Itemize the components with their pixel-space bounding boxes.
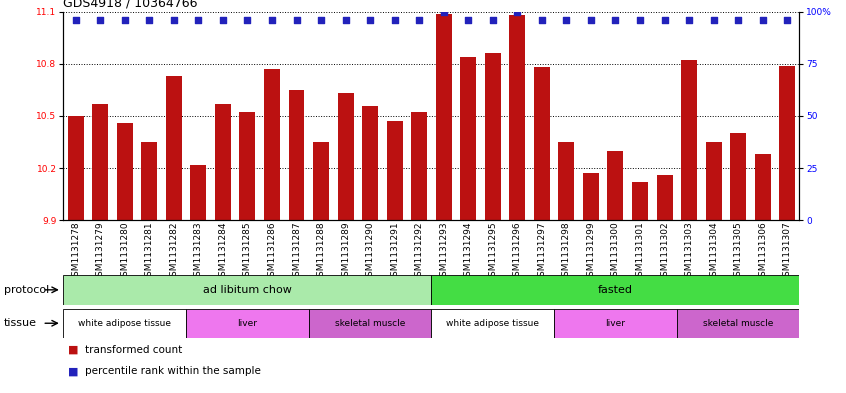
Bar <box>63 309 186 338</box>
Point <box>387 17 401 23</box>
Point <box>657 17 671 23</box>
Bar <box>387 121 403 220</box>
Text: transformed count: transformed count <box>85 345 182 355</box>
Bar <box>632 182 648 220</box>
Bar <box>411 112 427 220</box>
Bar <box>186 309 309 338</box>
Bar <box>63 275 431 305</box>
Bar <box>215 104 231 220</box>
Point <box>559 17 573 23</box>
Text: ■: ■ <box>68 345 78 355</box>
Point <box>706 17 720 23</box>
Point <box>780 17 794 23</box>
Point <box>216 17 229 23</box>
Bar <box>558 142 574 220</box>
Text: liver: liver <box>238 319 257 328</box>
Bar <box>554 309 677 338</box>
Text: fasted: fasted <box>598 285 633 295</box>
Point <box>314 17 327 23</box>
Bar <box>68 116 84 220</box>
Bar <box>313 142 329 220</box>
Point <box>265 17 278 23</box>
Bar <box>166 76 182 220</box>
Point <box>289 17 303 23</box>
Bar <box>431 275 799 305</box>
Point <box>191 17 205 23</box>
Text: white adipose tissue: white adipose tissue <box>79 319 171 328</box>
Bar <box>583 173 599 220</box>
Text: tissue: tissue <box>4 318 37 328</box>
Point <box>437 9 450 15</box>
Point <box>118 17 131 23</box>
Text: percentile rank within the sample: percentile rank within the sample <box>85 366 261 376</box>
Point <box>608 17 622 23</box>
Text: skeletal muscle: skeletal muscle <box>703 319 773 328</box>
Bar <box>509 15 525 220</box>
Point <box>731 17 744 23</box>
Bar <box>656 175 673 220</box>
Bar <box>288 90 305 220</box>
Bar <box>706 142 722 220</box>
Bar <box>485 53 501 220</box>
Point <box>486 17 499 23</box>
Bar <box>607 151 624 220</box>
Bar <box>436 13 452 220</box>
Text: liver: liver <box>606 319 625 328</box>
Text: white adipose tissue: white adipose tissue <box>447 319 539 328</box>
Bar <box>264 69 280 220</box>
Point <box>682 17 695 23</box>
Text: ad libitum chow: ad libitum chow <box>203 285 292 295</box>
Point <box>93 17 107 23</box>
Bar <box>460 57 476 220</box>
Point <box>167 17 180 23</box>
Point <box>338 17 352 23</box>
Bar <box>338 94 354 220</box>
Bar <box>92 104 108 220</box>
Bar <box>681 61 697 220</box>
Point <box>363 17 376 23</box>
Text: skeletal muscle: skeletal muscle <box>335 319 405 328</box>
Point <box>412 17 426 23</box>
Point <box>240 17 254 23</box>
Bar <box>117 123 133 220</box>
Point <box>510 9 524 15</box>
Bar <box>239 112 255 220</box>
Text: GDS4918 / 10364766: GDS4918 / 10364766 <box>63 0 198 9</box>
Point <box>461 17 475 23</box>
Bar <box>362 105 378 220</box>
Point <box>142 17 156 23</box>
Point <box>535 17 548 23</box>
Bar <box>141 142 157 220</box>
Bar <box>431 309 554 338</box>
Text: protocol: protocol <box>4 285 49 295</box>
Bar <box>677 309 799 338</box>
Bar <box>534 67 550 220</box>
Point <box>584 17 597 23</box>
Bar <box>755 154 771 220</box>
Point <box>69 17 82 23</box>
Point <box>755 17 769 23</box>
Bar <box>779 66 795 220</box>
Bar <box>309 309 431 338</box>
Bar <box>190 165 206 220</box>
Point <box>633 17 646 23</box>
Text: ■: ■ <box>68 366 78 376</box>
Bar <box>730 133 746 220</box>
